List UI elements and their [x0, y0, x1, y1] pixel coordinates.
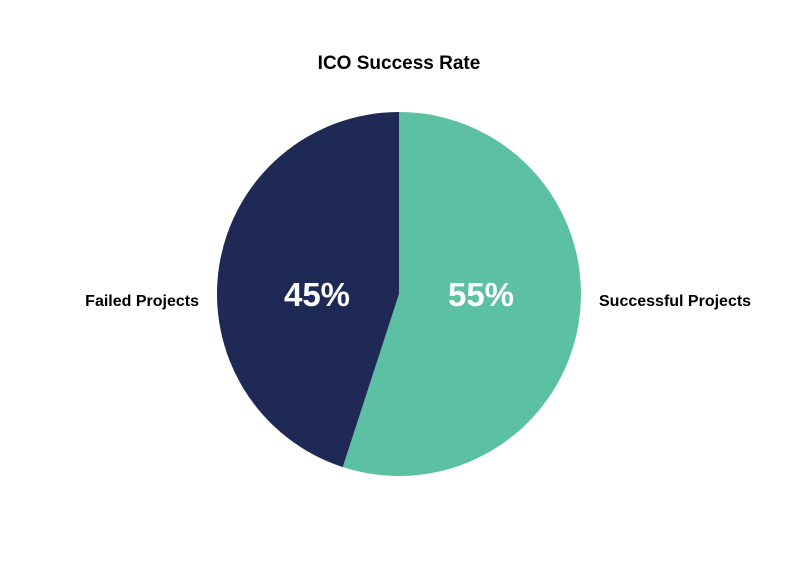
category-label-successful-projects: Successful Projects: [599, 293, 751, 310]
pie-labels: 55% Successful Projects 45% Failed Projects: [85, 276, 751, 313]
chart-title: ICO Success Rate: [318, 53, 481, 74]
data-label-successful-projects: 55%: [448, 276, 514, 313]
category-label-failed-projects: Failed Projects: [85, 293, 199, 310]
pie-slice-successful-projects: [342, 112, 581, 476]
data-label-failed-projects: 45%: [284, 276, 350, 313]
pie-slices: [216, 112, 581, 476]
pie-slice-failed-projects: [216, 112, 399, 468]
